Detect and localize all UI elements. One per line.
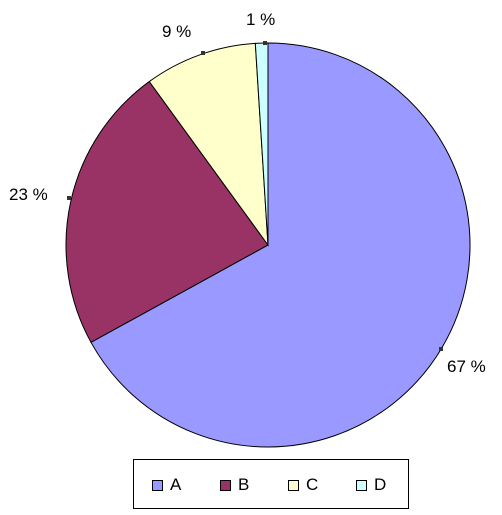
legend-item-b: B <box>220 475 249 495</box>
pie-slice-b <box>65 80 269 343</box>
legend-label-d: D <box>374 475 387 494</box>
legend-item-a: A <box>152 475 181 495</box>
legend-item-c: C <box>288 475 318 495</box>
legend-swatch-b <box>220 479 231 491</box>
data-label-b: 23 % <box>9 185 48 204</box>
data-label-d: 1 % <box>246 10 275 29</box>
pie-slice-d <box>254 42 269 246</box>
pie-chart: 67 % 23 % 9 % 1 % <box>9 10 486 448</box>
data-label-c: 9 % <box>162 22 191 41</box>
leader-tick-a <box>439 347 443 351</box>
legend: A B C D <box>133 459 409 509</box>
legend-label-b: B <box>238 475 250 494</box>
legend-swatch-c <box>288 479 299 491</box>
legend-item-d: D <box>356 475 386 495</box>
legend-label-c: C <box>306 475 319 494</box>
leader-tick-b <box>67 196 71 200</box>
legend-swatch-a <box>152 479 163 491</box>
data-label-a: 67 % <box>447 357 486 376</box>
leader-tick-d <box>263 41 267 45</box>
pie-slice-c <box>148 42 269 247</box>
legend-label-a: A <box>170 475 182 494</box>
leader-tick-c <box>201 51 205 55</box>
legend-swatch-d <box>356 479 367 491</box>
